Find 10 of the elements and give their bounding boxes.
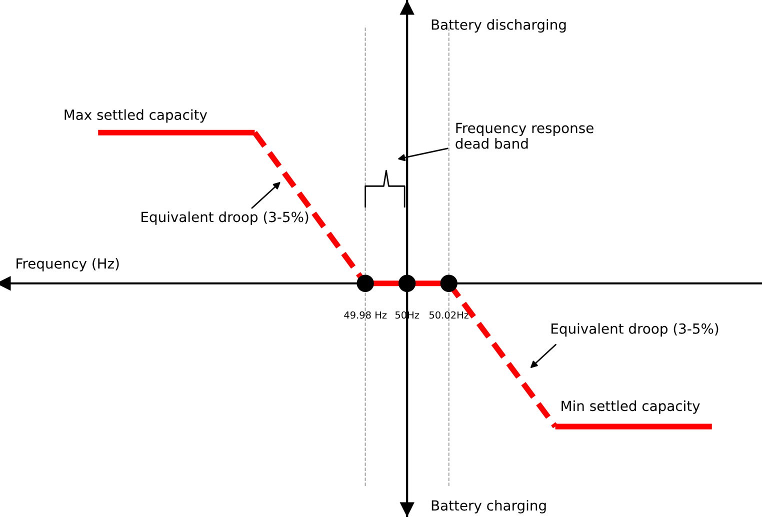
x-tick-label: 49.98 Hz bbox=[344, 311, 387, 319]
annotation: Frequency response dead band bbox=[456, 122, 594, 149]
x-tick-label: 50.02Hz bbox=[429, 311, 469, 319]
x-axis-title: Frequency (Hz) bbox=[16, 258, 119, 272]
annotation: Max settled capacity bbox=[64, 109, 208, 123]
annotation: Equivalent droop (3-5%) bbox=[142, 211, 308, 225]
text: Battery charging bbox=[432, 500, 546, 514]
text: Battery discharging bbox=[432, 19, 566, 33]
annotation: Min settled capacity bbox=[562, 400, 700, 414]
annotation: Equivalent droop (3-5%) bbox=[552, 323, 718, 337]
